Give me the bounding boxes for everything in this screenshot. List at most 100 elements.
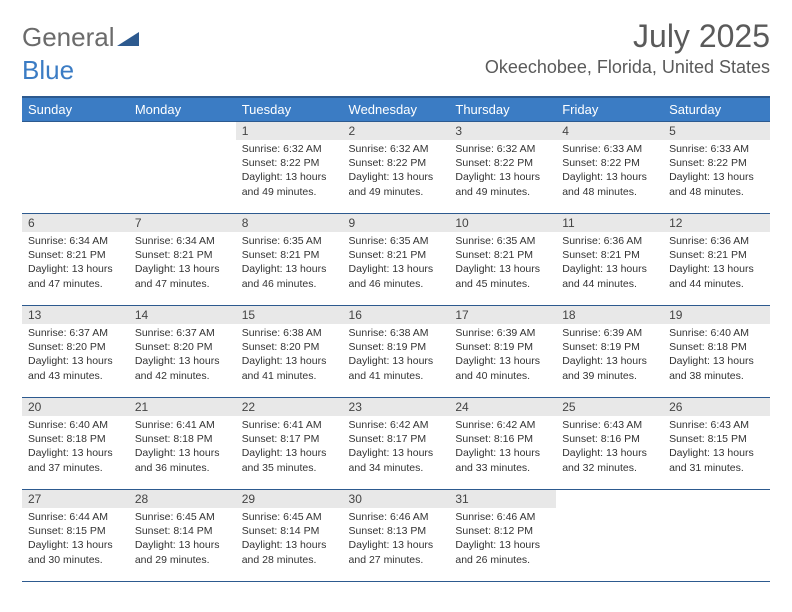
day-details: Sunrise: 6:32 AMSunset: 8:22 PMDaylight:… [449, 140, 556, 203]
calendar-cell: 9Sunrise: 6:35 AMSunset: 8:21 PMDaylight… [343, 214, 450, 306]
calendar-cell [129, 122, 236, 214]
day-number: 29 [236, 490, 343, 508]
weekday-header: Friday [556, 97, 663, 122]
day-number: 27 [22, 490, 129, 508]
calendar-cell: 27Sunrise: 6:44 AMSunset: 8:15 PMDayligh… [22, 490, 129, 582]
calendar-row: 13Sunrise: 6:37 AMSunset: 8:20 PMDayligh… [22, 306, 770, 398]
weekday-header: Tuesday [236, 97, 343, 122]
day-number: 23 [343, 398, 450, 416]
day-details: Sunrise: 6:46 AMSunset: 8:12 PMDaylight:… [449, 508, 556, 571]
weekday-header: Monday [129, 97, 236, 122]
day-details: Sunrise: 6:39 AMSunset: 8:19 PMDaylight:… [556, 324, 663, 387]
calendar-cell: 5Sunrise: 6:33 AMSunset: 8:22 PMDaylight… [663, 122, 770, 214]
day-details: Sunrise: 6:35 AMSunset: 8:21 PMDaylight:… [343, 232, 450, 295]
day-details: Sunrise: 6:45 AMSunset: 8:14 PMDaylight:… [129, 508, 236, 571]
calendar-cell: 29Sunrise: 6:45 AMSunset: 8:14 PMDayligh… [236, 490, 343, 582]
day-details: Sunrise: 6:40 AMSunset: 8:18 PMDaylight:… [663, 324, 770, 387]
day-details: Sunrise: 6:33 AMSunset: 8:22 PMDaylight:… [556, 140, 663, 203]
calendar-cell: 26Sunrise: 6:43 AMSunset: 8:15 PMDayligh… [663, 398, 770, 490]
day-details: Sunrise: 6:44 AMSunset: 8:15 PMDaylight:… [22, 508, 129, 571]
calendar-cell: 12Sunrise: 6:36 AMSunset: 8:21 PMDayligh… [663, 214, 770, 306]
calendar-cell: 3Sunrise: 6:32 AMSunset: 8:22 PMDaylight… [449, 122, 556, 214]
day-number: 24 [449, 398, 556, 416]
day-number: 10 [449, 214, 556, 232]
brand-triangle-icon [117, 24, 139, 55]
calendar-row: 1Sunrise: 6:32 AMSunset: 8:22 PMDaylight… [22, 122, 770, 214]
day-number: 4 [556, 122, 663, 140]
calendar-row: 27Sunrise: 6:44 AMSunset: 8:15 PMDayligh… [22, 490, 770, 582]
day-details: Sunrise: 6:41 AMSunset: 8:17 PMDaylight:… [236, 416, 343, 479]
calendar-cell: 11Sunrise: 6:36 AMSunset: 8:21 PMDayligh… [556, 214, 663, 306]
day-number: 22 [236, 398, 343, 416]
day-details: Sunrise: 6:33 AMSunset: 8:22 PMDaylight:… [663, 140, 770, 203]
day-details: Sunrise: 6:45 AMSunset: 8:14 PMDaylight:… [236, 508, 343, 571]
calendar-cell: 4Sunrise: 6:33 AMSunset: 8:22 PMDaylight… [556, 122, 663, 214]
calendar-cell: 10Sunrise: 6:35 AMSunset: 8:21 PMDayligh… [449, 214, 556, 306]
calendar-cell: 14Sunrise: 6:37 AMSunset: 8:20 PMDayligh… [129, 306, 236, 398]
day-number: 25 [556, 398, 663, 416]
calendar-cell: 8Sunrise: 6:35 AMSunset: 8:21 PMDaylight… [236, 214, 343, 306]
day-number: 13 [22, 306, 129, 324]
calendar-cell [663, 490, 770, 582]
day-number: 11 [556, 214, 663, 232]
weekday-header: Wednesday [343, 97, 450, 122]
calendar-cell: 15Sunrise: 6:38 AMSunset: 8:20 PMDayligh… [236, 306, 343, 398]
day-details: Sunrise: 6:32 AMSunset: 8:22 PMDaylight:… [236, 140, 343, 203]
calendar-row: 20Sunrise: 6:40 AMSunset: 8:18 PMDayligh… [22, 398, 770, 490]
day-number: 20 [22, 398, 129, 416]
calendar-table: SundayMondayTuesdayWednesdayThursdayFrid… [22, 96, 770, 582]
day-details: Sunrise: 6:39 AMSunset: 8:19 PMDaylight:… [449, 324, 556, 387]
day-number: 6 [22, 214, 129, 232]
day-details: Sunrise: 6:32 AMSunset: 8:22 PMDaylight:… [343, 140, 450, 203]
calendar-cell: 28Sunrise: 6:45 AMSunset: 8:14 PMDayligh… [129, 490, 236, 582]
calendar-cell: 23Sunrise: 6:42 AMSunset: 8:17 PMDayligh… [343, 398, 450, 490]
weekday-header: Saturday [663, 97, 770, 122]
brand-gray: General [22, 22, 115, 52]
day-number: 15 [236, 306, 343, 324]
day-number: 16 [343, 306, 450, 324]
calendar-cell: 19Sunrise: 6:40 AMSunset: 8:18 PMDayligh… [663, 306, 770, 398]
day-number: 8 [236, 214, 343, 232]
day-number: 2 [343, 122, 450, 140]
calendar-cell: 20Sunrise: 6:40 AMSunset: 8:18 PMDayligh… [22, 398, 129, 490]
day-number: 17 [449, 306, 556, 324]
day-details: Sunrise: 6:43 AMSunset: 8:15 PMDaylight:… [663, 416, 770, 479]
calendar-body: 1Sunrise: 6:32 AMSunset: 8:22 PMDaylight… [22, 122, 770, 582]
brand-logo: General Blue [22, 18, 139, 86]
day-details: Sunrise: 6:37 AMSunset: 8:20 PMDaylight:… [129, 324, 236, 387]
calendar-cell: 24Sunrise: 6:42 AMSunset: 8:16 PMDayligh… [449, 398, 556, 490]
calendar-cell: 25Sunrise: 6:43 AMSunset: 8:16 PMDayligh… [556, 398, 663, 490]
calendar-cell: 18Sunrise: 6:39 AMSunset: 8:19 PMDayligh… [556, 306, 663, 398]
day-details: Sunrise: 6:35 AMSunset: 8:21 PMDaylight:… [449, 232, 556, 295]
calendar-cell: 30Sunrise: 6:46 AMSunset: 8:13 PMDayligh… [343, 490, 450, 582]
calendar-cell: 2Sunrise: 6:32 AMSunset: 8:22 PMDaylight… [343, 122, 450, 214]
day-number: 26 [663, 398, 770, 416]
day-number: 28 [129, 490, 236, 508]
day-number: 12 [663, 214, 770, 232]
day-details: Sunrise: 6:38 AMSunset: 8:20 PMDaylight:… [236, 324, 343, 387]
location-text: Okeechobee, Florida, United States [485, 57, 770, 78]
day-details: Sunrise: 6:34 AMSunset: 8:21 PMDaylight:… [22, 232, 129, 295]
day-details: Sunrise: 6:43 AMSunset: 8:16 PMDaylight:… [556, 416, 663, 479]
calendar-cell: 1Sunrise: 6:32 AMSunset: 8:22 PMDaylight… [236, 122, 343, 214]
day-number: 3 [449, 122, 556, 140]
day-number: 5 [663, 122, 770, 140]
month-title: July 2025 [485, 18, 770, 55]
calendar-cell: 6Sunrise: 6:34 AMSunset: 8:21 PMDaylight… [22, 214, 129, 306]
weekday-header: Thursday [449, 97, 556, 122]
day-details: Sunrise: 6:36 AMSunset: 8:21 PMDaylight:… [663, 232, 770, 295]
day-number: 14 [129, 306, 236, 324]
brand-blue: Blue [22, 55, 74, 85]
weekday-header: Sunday [22, 97, 129, 122]
day-details: Sunrise: 6:41 AMSunset: 8:18 PMDaylight:… [129, 416, 236, 479]
day-details: Sunrise: 6:35 AMSunset: 8:21 PMDaylight:… [236, 232, 343, 295]
day-number: 9 [343, 214, 450, 232]
day-number: 1 [236, 122, 343, 140]
day-number: 7 [129, 214, 236, 232]
day-details: Sunrise: 6:36 AMSunset: 8:21 PMDaylight:… [556, 232, 663, 295]
calendar-cell: 21Sunrise: 6:41 AMSunset: 8:18 PMDayligh… [129, 398, 236, 490]
calendar-cell: 16Sunrise: 6:38 AMSunset: 8:19 PMDayligh… [343, 306, 450, 398]
day-details: Sunrise: 6:38 AMSunset: 8:19 PMDaylight:… [343, 324, 450, 387]
day-number: 30 [343, 490, 450, 508]
calendar-cell [22, 122, 129, 214]
